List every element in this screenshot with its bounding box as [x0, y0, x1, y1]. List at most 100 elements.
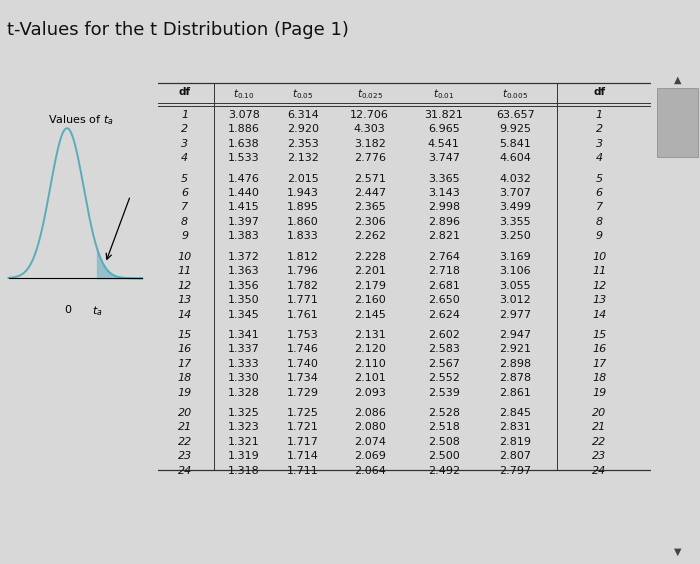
Text: 2.508: 2.508 [428, 437, 460, 447]
Text: 4.604: 4.604 [499, 153, 531, 164]
Text: 3.707: 3.707 [499, 188, 531, 198]
Text: 2.179: 2.179 [354, 281, 386, 290]
Text: 1.740: 1.740 [287, 359, 319, 369]
Text: 3.055: 3.055 [500, 281, 531, 290]
Text: 1.321: 1.321 [228, 437, 260, 447]
Text: 4: 4 [181, 153, 188, 164]
Text: 1.860: 1.860 [287, 217, 319, 227]
Text: 13: 13 [178, 295, 192, 305]
Text: $t_{0.025}$: $t_{0.025}$ [356, 87, 383, 100]
Text: 24: 24 [592, 466, 606, 476]
Text: 2.145: 2.145 [354, 310, 386, 320]
Text: 2.518: 2.518 [428, 422, 460, 433]
Text: 1.638: 1.638 [228, 139, 260, 149]
Text: ▲: ▲ [673, 75, 681, 85]
Text: 3.012: 3.012 [499, 295, 531, 305]
Text: 1.714: 1.714 [287, 451, 319, 461]
Text: 2: 2 [181, 125, 188, 134]
Text: 2.069: 2.069 [354, 451, 386, 461]
Text: 2.201: 2.201 [354, 266, 386, 276]
Text: 9.925: 9.925 [499, 125, 531, 134]
Text: 63.657: 63.657 [496, 110, 535, 120]
Text: 2.093: 2.093 [354, 387, 386, 398]
Text: 12: 12 [592, 281, 606, 290]
Text: 2.492: 2.492 [428, 466, 460, 476]
Text: 4.541: 4.541 [428, 139, 460, 149]
Text: 2.921: 2.921 [499, 344, 531, 354]
Text: Values of $t_a$: Values of $t_a$ [48, 113, 113, 126]
Text: 2.896: 2.896 [428, 217, 460, 227]
Text: 1.812: 1.812 [287, 252, 319, 262]
Text: 2.080: 2.080 [354, 422, 386, 433]
Text: 15: 15 [178, 330, 192, 340]
Text: 1: 1 [596, 110, 603, 120]
Text: 5.841: 5.841 [499, 139, 531, 149]
Text: 2.306: 2.306 [354, 217, 386, 227]
Text: 2.776: 2.776 [354, 153, 386, 164]
Text: 2.624: 2.624 [428, 310, 460, 320]
Text: 2.228: 2.228 [354, 252, 386, 262]
Text: 3.169: 3.169 [499, 252, 531, 262]
Text: 2.650: 2.650 [428, 295, 460, 305]
Text: 2.353: 2.353 [287, 139, 319, 149]
Text: 1.440: 1.440 [228, 188, 260, 198]
Text: 16: 16 [178, 344, 192, 354]
Text: 1.328: 1.328 [228, 387, 260, 398]
Text: 1.886: 1.886 [228, 125, 260, 134]
Text: 2.998: 2.998 [428, 202, 460, 213]
Text: 3.355: 3.355 [500, 217, 531, 227]
Text: ▼: ▼ [673, 547, 681, 557]
Text: 1.345: 1.345 [228, 310, 260, 320]
Text: 1.318: 1.318 [228, 466, 260, 476]
Text: 1.319: 1.319 [228, 451, 260, 461]
Text: 3.078: 3.078 [228, 110, 260, 120]
Text: 3.365: 3.365 [428, 174, 459, 183]
Text: 2.831: 2.831 [499, 422, 531, 433]
Text: 2.074: 2.074 [354, 437, 386, 447]
Text: $t_{0.01}$: $t_{0.01}$ [433, 87, 454, 100]
Text: 20: 20 [592, 408, 606, 418]
Text: 18: 18 [178, 373, 192, 383]
Text: 2.567: 2.567 [428, 359, 460, 369]
Text: 9: 9 [181, 231, 188, 241]
Text: 13: 13 [592, 295, 606, 305]
Text: 1.337: 1.337 [228, 344, 260, 354]
Text: $t_{0.005}$: $t_{0.005}$ [502, 87, 528, 100]
Text: 1.397: 1.397 [228, 217, 260, 227]
Text: 1.729: 1.729 [287, 387, 319, 398]
Text: 2: 2 [596, 125, 603, 134]
Text: 3.747: 3.747 [428, 153, 460, 164]
Text: 2.528: 2.528 [428, 408, 460, 418]
Text: 2.947: 2.947 [499, 330, 531, 340]
Text: 1.363: 1.363 [228, 266, 260, 276]
Text: 1.383: 1.383 [228, 231, 260, 241]
Text: $t_{0.10}$: $t_{0.10}$ [233, 87, 255, 100]
Text: 3.499: 3.499 [499, 202, 531, 213]
Text: 2.977: 2.977 [499, 310, 531, 320]
Text: 2.797: 2.797 [499, 466, 531, 476]
Text: 21: 21 [592, 422, 606, 433]
Text: 2.681: 2.681 [428, 281, 460, 290]
Text: 23: 23 [592, 451, 606, 461]
Text: 3.143: 3.143 [428, 188, 460, 198]
Text: 3.106: 3.106 [500, 266, 531, 276]
Text: 1.323: 1.323 [228, 422, 260, 433]
Text: 22: 22 [178, 437, 192, 447]
Text: df: df [178, 87, 190, 97]
Text: 1.717: 1.717 [287, 437, 319, 447]
Text: 1.325: 1.325 [228, 408, 260, 418]
Text: 7: 7 [596, 202, 603, 213]
Text: 2.120: 2.120 [354, 344, 386, 354]
Text: 2.821: 2.821 [428, 231, 460, 241]
Text: 3: 3 [596, 139, 603, 149]
Text: 1.943: 1.943 [287, 188, 319, 198]
Text: 31.821: 31.821 [424, 110, 463, 120]
Text: 14: 14 [178, 310, 192, 320]
Text: 17: 17 [592, 359, 606, 369]
Text: 14: 14 [592, 310, 606, 320]
Text: 2.602: 2.602 [428, 330, 460, 340]
Text: 1.796: 1.796 [287, 266, 319, 276]
Text: 1.734: 1.734 [287, 373, 319, 383]
Text: 2.500: 2.500 [428, 451, 460, 461]
Text: 1.372: 1.372 [228, 252, 260, 262]
